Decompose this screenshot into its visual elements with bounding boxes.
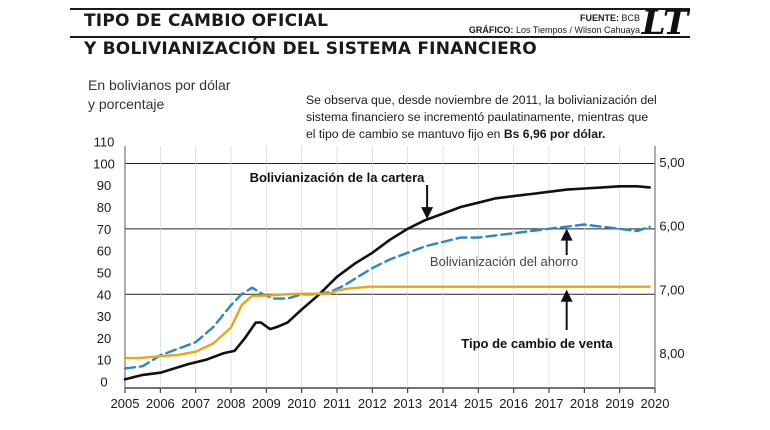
x-tick-label: 2008	[217, 396, 246, 411]
top-rule	[70, 8, 690, 10]
y-right-tick-label: 7,00	[659, 282, 684, 297]
y-left-tick-label: 0	[100, 374, 107, 389]
middle-rule	[70, 36, 690, 38]
chart-title-line2: Y BOLIVIANIZACIÓN DEL SISTEMA FINANCIERO	[84, 39, 537, 59]
units-line2: y porcentaje	[88, 96, 165, 112]
desc-line3-bold: Bs 6,96 por dólar.	[503, 127, 606, 141]
cambio-arrow-head	[560, 289, 573, 302]
x-tick-label: 2020	[641, 396, 670, 411]
annotation-cambio: Tipo de cambio de venta	[461, 336, 613, 351]
units-line1: En bolivianos por dólar	[88, 77, 231, 93]
graphic-label: GRÁFICO:	[468, 25, 514, 35]
x-tick-label: 2010	[287, 396, 316, 411]
y-right-tick-label: 6,00	[659, 219, 684, 234]
y-left-tick-label: 50	[97, 265, 111, 280]
source-value: BCB	[621, 13, 640, 23]
x-tick-label: 2013	[393, 396, 422, 411]
x-tick-label: 2011	[323, 396, 351, 411]
series-line-cartera	[123, 185, 651, 381]
y-left-tick-label: 10	[97, 353, 111, 368]
y-left-tick-label: 100	[93, 156, 115, 171]
y-left-tick-label: 90	[97, 178, 111, 193]
source-label: FUENTE:	[579, 13, 619, 23]
graphic-value: Los Tiempos / Wilson Cahuaya	[515, 25, 640, 35]
y-left-tick-label: 80	[97, 200, 111, 215]
y-left-tick-label: 40	[97, 287, 111, 302]
source-credit: FUENTE: BCB GRÁFICO: Los Tiempos / Wilso…	[469, 12, 640, 36]
x-tick-label: 2009	[252, 396, 281, 411]
series-line-ahorro	[123, 223, 651, 370]
x-tick-label: 2005	[111, 396, 140, 411]
desc-line3: el tipo de cambio se mantuvo fijo en	[306, 127, 501, 141]
y-left-tick-label: 110	[94, 135, 115, 150]
series-line-cambio	[123, 285, 651, 360]
x-tick-label: 2017	[535, 396, 564, 411]
chart-description: Se observa que, desde noviembre de 2011,…	[306, 92, 657, 143]
units-label: En bolivianos por dólar y porcentaje	[88, 76, 230, 114]
x-tick-label: 2018	[570, 396, 599, 411]
cartera-arrow-head	[421, 207, 434, 220]
x-tick-label: 2012	[358, 396, 387, 411]
desc-line1: Se observa que, desde noviembre de 2011,…	[306, 93, 657, 107]
y-left-tick-label: 30	[97, 309, 111, 324]
y-left-tick-label: 70	[97, 222, 111, 237]
annotation-ahorro: Bolivianización del ahorro	[430, 254, 578, 269]
desc-line2: sistema financiero se incrementó paulati…	[306, 110, 649, 124]
annotation-cartera: Bolivianización de la cartera	[250, 170, 426, 185]
y-right-tick-label: 8,00	[659, 346, 684, 361]
los-tiempos-logo: LT	[641, 3, 689, 43]
x-tick-label: 2015	[464, 396, 493, 411]
chart-title-line1: TIPO DE CAMBIO OFICIAL	[84, 11, 329, 31]
x-tick-label: 2007	[181, 396, 210, 411]
x-tick-label: 2014	[429, 396, 458, 411]
y-right-tick-label: 5,00	[659, 155, 684, 170]
y-left-tick-label: 20	[97, 331, 111, 346]
ahorro-arrow-head	[560, 228, 573, 241]
x-tick-label: 2016	[499, 396, 528, 411]
x-tick-label: 2019	[605, 396, 634, 411]
y-left-tick-label: 60	[97, 244, 111, 259]
x-tick-label: 2006	[146, 396, 175, 411]
